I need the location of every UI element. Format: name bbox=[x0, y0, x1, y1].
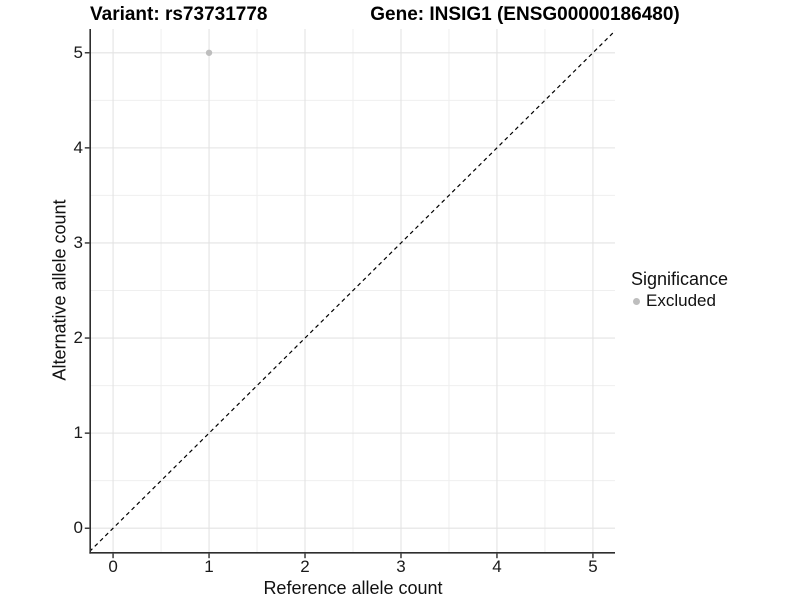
y-axis-title: Alternative allele count bbox=[49, 199, 70, 381]
legend-title: Significance bbox=[631, 269, 729, 289]
plot-title-variant: Variant: rs73731778 bbox=[90, 4, 268, 25]
y-tick-label: 5 bbox=[73, 42, 83, 62]
y-tick-label: 0 bbox=[73, 518, 83, 538]
y-tick-label: 2 bbox=[73, 328, 83, 348]
axis-tick-marks bbox=[84, 52, 594, 559]
x-tick-label: 3 bbox=[396, 557, 406, 576]
excluded-point-marker-icon bbox=[633, 297, 640, 305]
x-axis-title: Reference allele count bbox=[263, 578, 443, 598]
legend-entry-label: Excluded bbox=[646, 291, 716, 310]
grid-minor bbox=[91, 29, 615, 552]
x-tick-label: 4 bbox=[492, 557, 502, 576]
y-tick-label: 1 bbox=[73, 423, 83, 443]
x-tick-label: 1 bbox=[204, 557, 214, 576]
y-tick-label: 4 bbox=[73, 137, 83, 157]
legend: Significance Excluded bbox=[629, 269, 728, 311]
data-point bbox=[205, 49, 213, 56]
plot-title-gene: Gene: INSIG1 (ENSG00000186480) bbox=[370, 4, 680, 25]
x-tick-label: 5 bbox=[588, 557, 598, 576]
x-tick-label: 0 bbox=[108, 557, 118, 576]
x-tick-label: 2 bbox=[300, 557, 310, 576]
identity-dashed-line bbox=[91, 30, 615, 551]
legend-entry-excluded: Excluded bbox=[629, 291, 728, 311]
grid-major bbox=[91, 29, 615, 552]
plot-data-layer bbox=[91, 30, 615, 551]
y-tick-label: 3 bbox=[73, 232, 83, 252]
